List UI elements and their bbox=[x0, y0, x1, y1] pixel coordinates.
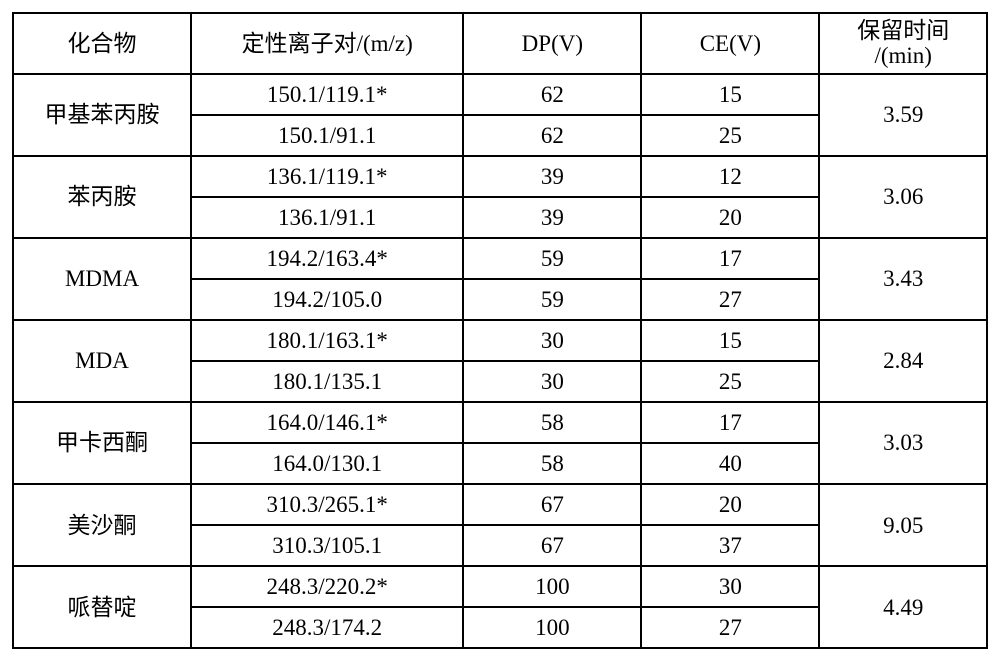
cell-dp: 39 bbox=[463, 156, 641, 197]
cell-retention-time: 3.03 bbox=[819, 402, 987, 484]
cell-retention-time: 3.06 bbox=[819, 156, 987, 238]
cell-compound: 甲卡西酮 bbox=[13, 402, 191, 484]
cell-ion-pair: 150.1/91.1 bbox=[191, 115, 463, 156]
header-rt-line1: 保留时间 bbox=[857, 18, 949, 43]
cell-dp: 30 bbox=[463, 361, 641, 402]
cell-ion-pair: 310.3/105.1 bbox=[191, 525, 463, 566]
cell-ion-pair: 194.2/105.0 bbox=[191, 279, 463, 320]
cell-dp: 59 bbox=[463, 238, 641, 279]
cell-ce: 25 bbox=[641, 115, 819, 156]
cell-dp: 39 bbox=[463, 197, 641, 238]
cell-dp: 62 bbox=[463, 115, 641, 156]
cell-ce: 27 bbox=[641, 279, 819, 320]
cell-compound: 美沙酮 bbox=[13, 484, 191, 566]
table-row: 哌替啶248.3/220.2*100304.49 bbox=[13, 566, 987, 607]
cell-ce: 17 bbox=[641, 402, 819, 443]
table-row: 甲卡西酮164.0/146.1*58173.03 bbox=[13, 402, 987, 443]
table-row: MDMA194.2/163.4*59173.43 bbox=[13, 238, 987, 279]
table-row: 美沙酮310.3/265.1*67209.05 bbox=[13, 484, 987, 525]
cell-dp: 59 bbox=[463, 279, 641, 320]
table-row: MDA180.1/163.1*30152.84 bbox=[13, 320, 987, 361]
cell-ce: 40 bbox=[641, 443, 819, 484]
cell-ion-pair: 248.3/220.2* bbox=[191, 566, 463, 607]
cell-ion-pair: 136.1/91.1 bbox=[191, 197, 463, 238]
cell-dp: 67 bbox=[463, 525, 641, 566]
cell-ce: 15 bbox=[641, 74, 819, 115]
cell-dp: 67 bbox=[463, 484, 641, 525]
cell-dp: 58 bbox=[463, 443, 641, 484]
table-row: 甲基苯丙胺150.1/119.1*62153.59 bbox=[13, 74, 987, 115]
cell-ce: 37 bbox=[641, 525, 819, 566]
cell-compound: 哌替啶 bbox=[13, 566, 191, 648]
table-row: 苯丙胺136.1/119.1*39123.06 bbox=[13, 156, 987, 197]
cell-ion-pair: 136.1/119.1* bbox=[191, 156, 463, 197]
cell-retention-time: 4.49 bbox=[819, 566, 987, 648]
cell-ce: 27 bbox=[641, 607, 819, 648]
header-dp: DP(V) bbox=[463, 13, 641, 74]
cell-ion-pair: 180.1/163.1* bbox=[191, 320, 463, 361]
cell-ce: 15 bbox=[641, 320, 819, 361]
cell-ce: 17 bbox=[641, 238, 819, 279]
cell-dp: 100 bbox=[463, 607, 641, 648]
cell-compound: MDMA bbox=[13, 238, 191, 320]
compound-table: 化合物 定性离子对/(m/z) DP(V) CE(V) 保留时间 /(min) … bbox=[12, 12, 988, 649]
cell-compound: 甲基苯丙胺 bbox=[13, 74, 191, 156]
cell-dp: 58 bbox=[463, 402, 641, 443]
header-row: 化合物 定性离子对/(m/z) DP(V) CE(V) 保留时间 /(min) bbox=[13, 13, 987, 74]
cell-dp: 62 bbox=[463, 74, 641, 115]
header-ce: CE(V) bbox=[641, 13, 819, 74]
cell-ce: 20 bbox=[641, 197, 819, 238]
cell-retention-time: 2.84 bbox=[819, 320, 987, 402]
header-retention-time: 保留时间 /(min) bbox=[819, 13, 987, 74]
cell-ce: 25 bbox=[641, 361, 819, 402]
header-rt-line2: /(min) bbox=[874, 43, 932, 68]
cell-retention-time: 3.59 bbox=[819, 74, 987, 156]
cell-retention-time: 9.05 bbox=[819, 484, 987, 566]
cell-compound: 苯丙胺 bbox=[13, 156, 191, 238]
table-body: 甲基苯丙胺150.1/119.1*62153.59150.1/91.16225苯… bbox=[13, 74, 987, 649]
cell-ion-pair: 248.3/174.2 bbox=[191, 607, 463, 648]
cell-ce: 12 bbox=[641, 156, 819, 197]
cell-ion-pair: 180.1/135.1 bbox=[191, 361, 463, 402]
header-compound: 化合物 bbox=[13, 13, 191, 74]
cell-ion-pair: 310.3/265.1* bbox=[191, 484, 463, 525]
cell-dp: 100 bbox=[463, 566, 641, 607]
cell-compound: MDA bbox=[13, 320, 191, 402]
cell-ce: 20 bbox=[641, 484, 819, 525]
cell-ion-pair: 194.2/163.4* bbox=[191, 238, 463, 279]
header-ion-pair: 定性离子对/(m/z) bbox=[191, 13, 463, 74]
cell-ion-pair: 164.0/146.1* bbox=[191, 402, 463, 443]
cell-retention-time: 3.43 bbox=[819, 238, 987, 320]
cell-ion-pair: 164.0/130.1 bbox=[191, 443, 463, 484]
cell-ce: 30 bbox=[641, 566, 819, 607]
cell-ion-pair: 150.1/119.1* bbox=[191, 74, 463, 115]
cell-dp: 30 bbox=[463, 320, 641, 361]
